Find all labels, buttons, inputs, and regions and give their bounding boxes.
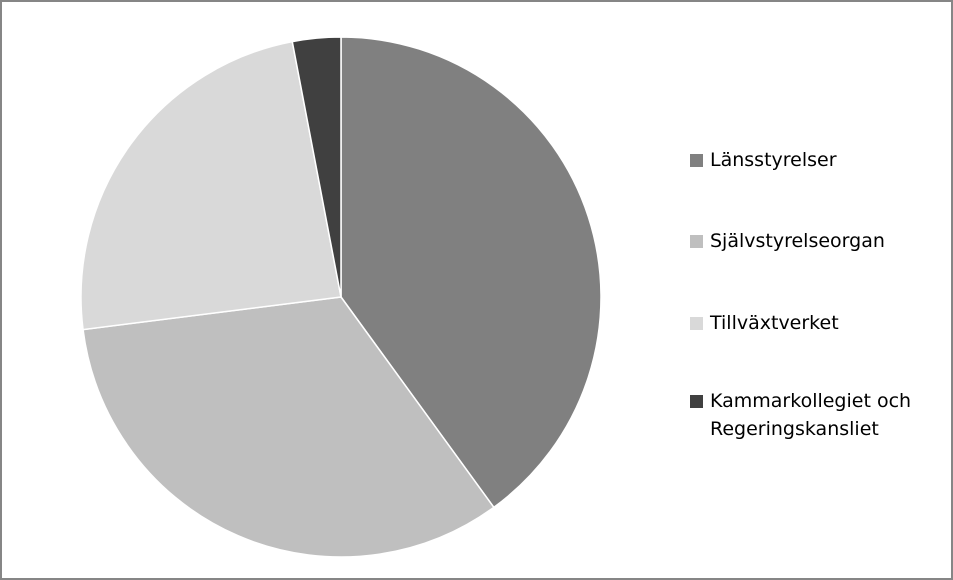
pie-slice xyxy=(291,36,342,298)
legend-item: Tillväxtverket xyxy=(690,309,950,337)
legend-item: Självstyrelseorgan xyxy=(690,227,950,255)
legend-label: Självstyrelseorgan xyxy=(710,230,885,252)
legend-label: Länsstyrelser xyxy=(710,149,837,171)
legend-item: Kammarkollegiet och Regeringskansliet xyxy=(690,387,950,443)
legend-swatch xyxy=(690,317,703,330)
pie-slice xyxy=(340,36,602,509)
legend-label: Kammarkollegiet och Regeringskansliet xyxy=(710,390,912,440)
legend-item: Länsstyrelser xyxy=(690,146,950,174)
legend-swatch xyxy=(690,235,703,248)
pie-slice xyxy=(80,40,342,331)
legend-swatch xyxy=(690,395,703,408)
pie-slice xyxy=(82,296,495,558)
legend-label: Tillväxtverket xyxy=(710,312,839,334)
legend-swatch xyxy=(690,154,703,167)
